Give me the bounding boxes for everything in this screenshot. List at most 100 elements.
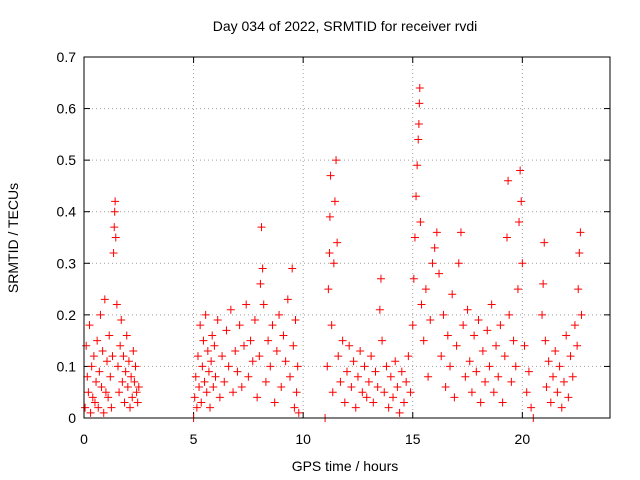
data-point [93,336,102,345]
data-point [134,383,143,392]
data-point [481,377,490,386]
data-point [88,393,97,402]
data-point [95,367,104,376]
data-point [329,259,338,268]
data-point [467,388,476,397]
data-point [283,295,292,304]
data-point [476,398,485,407]
data-point [239,341,248,350]
data-point [500,352,509,361]
data-point [277,383,286,392]
data-point [492,341,501,350]
data-point [124,357,133,366]
data-point [133,398,142,407]
data-point [122,331,131,340]
y-tick-label: 0 [68,410,76,426]
data-point [213,316,222,325]
data-point [539,279,548,288]
x-tick-label: 15 [405,431,421,447]
data-point [527,403,536,412]
data-point [94,403,103,412]
data-point [111,233,120,242]
x-tick-label: 0 [80,431,88,447]
data-point [87,362,96,371]
data-point [496,321,505,330]
data-point [89,352,98,361]
data-point [272,346,281,355]
data-point [380,388,389,397]
data-point [393,383,402,392]
data-point [202,388,211,397]
data-point [470,331,479,340]
data-point [353,372,362,381]
data-point [84,388,93,397]
data-point [448,290,457,299]
data-point [129,346,138,355]
y-axis-label: SRMTID / TECUs [5,183,21,293]
data-point [408,321,417,330]
data-point [246,336,255,345]
data-point [343,367,351,376]
data-point [336,377,345,386]
data-point [577,310,586,319]
data-point [542,383,551,392]
data-point [522,388,531,397]
data-point [402,377,411,386]
data-point [461,372,470,381]
data-point [288,264,297,273]
data-point [564,393,573,402]
data-point [325,212,334,221]
data-point [557,403,566,412]
data-point [415,99,424,108]
data-point [268,321,277,330]
data-point [209,383,218,392]
data-point [126,403,135,412]
data-point [191,372,200,381]
data-point [494,372,503,381]
data-point [397,367,406,376]
data-point [261,377,270,386]
data-point [382,362,391,371]
data-point [127,372,136,381]
data-point [190,393,199,402]
data-point [132,388,141,397]
data-point [110,223,119,232]
data-point [293,362,302,371]
data-point [275,310,284,319]
data-point [498,398,507,407]
data-point [334,352,343,361]
data-point [456,228,465,237]
data-point [443,331,452,340]
data-point [281,357,290,366]
data-point [237,383,246,392]
data-point [412,192,421,201]
data-point [197,398,206,407]
data-point [327,321,336,330]
data-point [115,388,124,397]
data-point [107,403,116,412]
data-point [324,285,333,294]
data-point [266,362,275,371]
data-point [371,367,380,376]
x-tick-label: 20 [515,431,531,447]
data-points [81,83,586,422]
data-point [258,264,267,273]
data-point [430,243,439,252]
data-point [369,398,378,407]
data-point [518,259,527,268]
chart-title: Day 034 of 2022, SRMTID for receiver rvd… [213,18,478,34]
data-point [120,398,129,407]
data-point [409,274,418,283]
data-point [330,197,339,206]
y-tick-label: 0.3 [57,255,77,271]
data-point [549,372,558,381]
data-point [338,336,347,345]
data-point [116,341,125,350]
data-point [112,300,121,309]
data-point [439,310,448,319]
data-point [538,310,547,319]
data-point [474,316,483,325]
data-point [289,341,298,350]
data-point [386,372,395,381]
data-point [215,393,224,402]
